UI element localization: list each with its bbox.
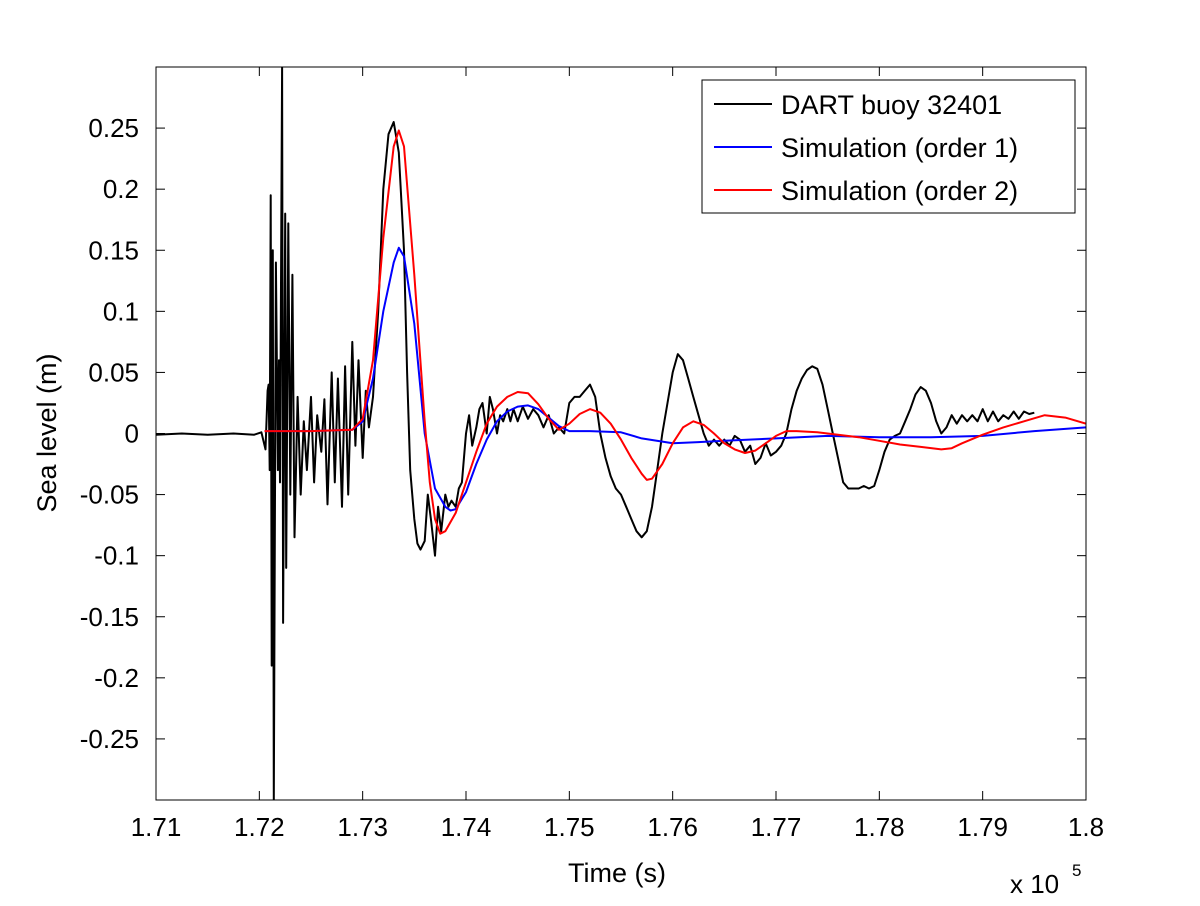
x-tick-label: 1.74 [441,812,492,842]
x-tick-label: 1.77 [751,812,802,842]
series-line-order-1 [264,246,1086,512]
x-axis-label: Time (s) [568,858,666,888]
x-tick-label: 1.78 [854,812,905,842]
x-tick-label: 1.73 [337,812,388,842]
x-tick-label: 1.8 [1068,812,1104,842]
y-tick-label: 0.15 [88,235,139,265]
x-tick-label: 1.72 [234,812,285,842]
x-tick-label: 1.76 [647,812,698,842]
legend-label-order-2: Simulation (order 2) [781,176,1018,206]
y-tick-label: 0 [125,419,139,449]
y-axis-label: Sea level (m) [32,353,62,512]
y-tick-label: -0.1 [94,541,139,571]
x-tick-label: 1.75 [544,812,595,842]
y-tick-label: 0.2 [103,174,139,204]
y-tick-label: -0.15 [80,602,139,632]
series-layer [156,67,1086,800]
tick-layer: 1.71 1.72 1.73 1.74 1.75 1.76 1.77 1.78 1.79 1.8 -… [80,67,1104,842]
series-line-order-2 [264,129,1086,535]
y-tick-label: 0.1 [103,296,139,326]
x-tick-label: 1.71 [131,812,182,842]
legend: DART buoy 32401 Simulation (order 1) Sim… [701,79,1076,214]
legend-label-dart: DART buoy 32401 [781,90,1002,120]
legend-label-order-1: Simulation (order 1) [781,133,1018,163]
x-scale-factor-base: x 10 [1010,869,1059,899]
y-tick-label: -0.05 [80,480,139,510]
x-tick-label: 1.79 [957,812,1008,842]
series-line-dart-buoy [156,67,1035,800]
y-tick-label: 0.05 [88,357,139,387]
y-tick-label: -0.25 [80,724,139,754]
y-tick-label: 0.25 [88,113,139,143]
x-scale-factor: x 10 5 [1010,861,1081,899]
x-scale-factor-exponent: 5 [1072,861,1081,880]
y-tick-label: -0.2 [94,663,139,693]
